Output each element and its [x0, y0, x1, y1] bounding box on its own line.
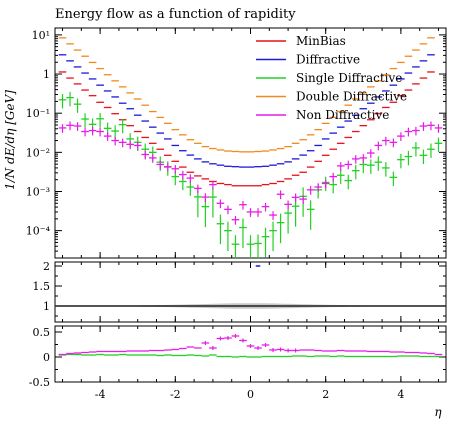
ratio-plot-panel-1: 11.52: [33, 260, 447, 323]
ratio-1-series-group: [55, 265, 446, 309]
chart-title: Energy flow as a function of rapidity: [55, 7, 296, 22]
y-tick-label: 10⁻⁴: [26, 225, 51, 238]
ratio-1-frame: [54, 261, 447, 323]
y-tick-label: 10¹: [32, 29, 50, 42]
legend-label: Single Diffractive: [296, 71, 402, 85]
legend-label: Diffractive: [296, 53, 360, 67]
y-tick-label: 1: [43, 300, 50, 313]
x-tick-label: -2: [170, 388, 181, 401]
series-non-diffractive: [58, 121, 443, 225]
y-tick-label: 2: [43, 260, 50, 273]
legend-label: MinBias: [296, 34, 346, 48]
series-minbias: [58, 71, 435, 187]
y-axis-label: 1/N dE/dη [GeV]: [3, 90, 17, 190]
legend: MinBias Diffractive Single Diffractive Doub…: [256, 34, 407, 122]
main-series-group: [58, 37, 443, 258]
x-axis-label: η: [434, 405, 442, 419]
x-tick-label: 2: [322, 388, 329, 401]
ratio-plot-panel-2: -0.5 0 0.5: [29, 325, 447, 389]
y-tick-label: 1.5: [33, 280, 51, 293]
x-tick-label: -4: [95, 388, 106, 401]
y-tick-label: 10⁻³: [26, 185, 50, 198]
legend-label: Non Diffractive: [296, 108, 389, 122]
y-tick-label: 1: [43, 68, 50, 81]
main-plot-panel: 10⁻⁴ 10⁻³ 10⁻² 10⁻¹ 1 10¹: [26, 27, 447, 259]
x-tick-label: 0: [247, 388, 254, 401]
y-tick-label: 0.5: [33, 326, 51, 339]
y-tick-label: 10⁻¹: [26, 107, 50, 120]
y-tick-label: 0: [43, 351, 50, 364]
y-tick-label: 10⁻²: [26, 146, 50, 159]
legend-label: Double Diffractive: [296, 90, 407, 104]
series-double-diffractive: [58, 37, 435, 153]
x-tick-label: 4: [397, 388, 404, 401]
main-plot-frame: [54, 27, 447, 259]
ratio-2-frame: [54, 325, 447, 383]
y-tick-label: -0.5: [29, 376, 50, 389]
series-diffractive: [58, 54, 435, 168]
ratio-2-series-group: [58, 334, 443, 358]
x-axis: -4 -2 0 2 4: [95, 388, 405, 401]
